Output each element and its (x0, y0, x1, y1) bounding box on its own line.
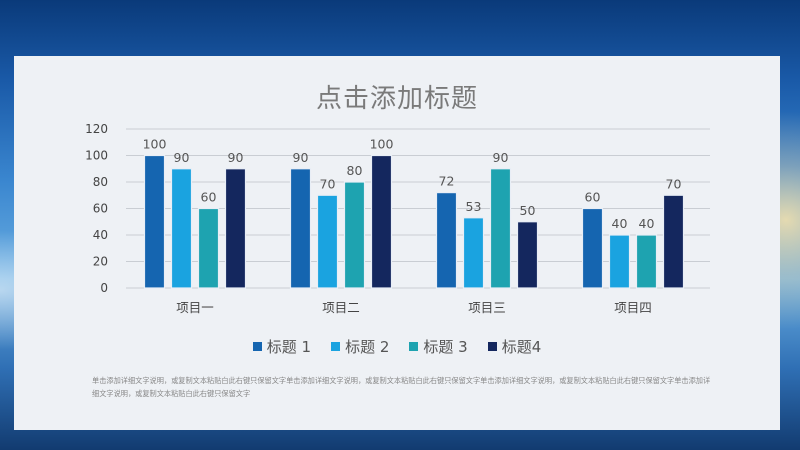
data-label: 60 (201, 190, 217, 205)
bar (370, 154, 393, 289)
legend-item: 标题4 (487, 336, 542, 357)
y-tick-label: 80 (93, 175, 108, 189)
legend-label: 标题 3 (423, 338, 468, 356)
bar (435, 192, 458, 289)
bar (516, 221, 539, 289)
data-label: 40 (612, 216, 628, 231)
data-label: 72 (439, 174, 455, 189)
bar (143, 154, 166, 289)
data-label: 40 (639, 216, 655, 231)
data-label: 70 (320, 176, 336, 191)
bar (635, 234, 658, 289)
chart-card: 点击添加标题 0 20 40 60 80 100 120 100 90 60 90 项目一 90 70 80… (14, 56, 780, 430)
legend-swatch (252, 342, 262, 351)
bar (170, 168, 193, 289)
bar (581, 207, 604, 289)
data-label: 90 (293, 150, 309, 165)
data-label: 90 (174, 150, 190, 165)
legend-item: 标题 1 (252, 336, 312, 357)
bar (462, 217, 485, 289)
data-label: 100 (370, 137, 394, 152)
data-label: 60 (585, 190, 601, 205)
x-tick-label: 项目一 (176, 300, 214, 315)
chart-legend: 标题 1 标题 2 标题 3 标题4 (14, 336, 780, 357)
data-label: 80 (347, 163, 363, 178)
y-tick-label: 120 (85, 122, 108, 136)
bar (343, 181, 366, 289)
legend-swatch (487, 342, 497, 351)
data-label: 50 (520, 203, 536, 218)
data-label: 53 (466, 199, 482, 214)
legend-swatch (409, 342, 419, 351)
bar (289, 168, 312, 289)
y-tick-label: 0 (100, 281, 108, 295)
bar (608, 234, 631, 289)
data-label: 90 (228, 150, 244, 165)
bar (197, 207, 220, 289)
x-tick-label: 项目三 (468, 300, 506, 315)
legend-label: 标题4 (501, 338, 542, 356)
bar (224, 168, 247, 289)
bar (662, 194, 685, 289)
footnote-text: 单击添加详细文字说明，或复制文本粘贴白此右键只保留文字单击添加详细文字说明，或复… (92, 376, 711, 398)
bar (489, 168, 512, 289)
legend-item: 标题 3 (409, 336, 468, 357)
legend-label: 标题 2 (345, 338, 390, 356)
bar-chart: 0 20 40 60 80 100 120 100 90 60 90 项目一 90 70 80 100 项目二 7… (85, 122, 710, 315)
data-label: 100 (143, 137, 167, 152)
bar (316, 194, 339, 289)
data-label: 90 (493, 150, 509, 165)
x-tick-label: 项目二 (322, 300, 360, 315)
legend-label: 标题 1 (266, 338, 312, 356)
legend-swatch (331, 342, 341, 351)
y-tick-label: 40 (93, 228, 108, 242)
data-label: 70 (666, 176, 682, 191)
x-tick-label: 项目四 (614, 300, 652, 315)
y-tick-label: 100 (85, 149, 108, 163)
chart-title: 点击添加标题 (315, 84, 478, 114)
legend-item: 标题 2 (331, 336, 389, 357)
y-tick-label: 60 (93, 202, 108, 216)
y-tick-label: 20 (93, 255, 108, 269)
